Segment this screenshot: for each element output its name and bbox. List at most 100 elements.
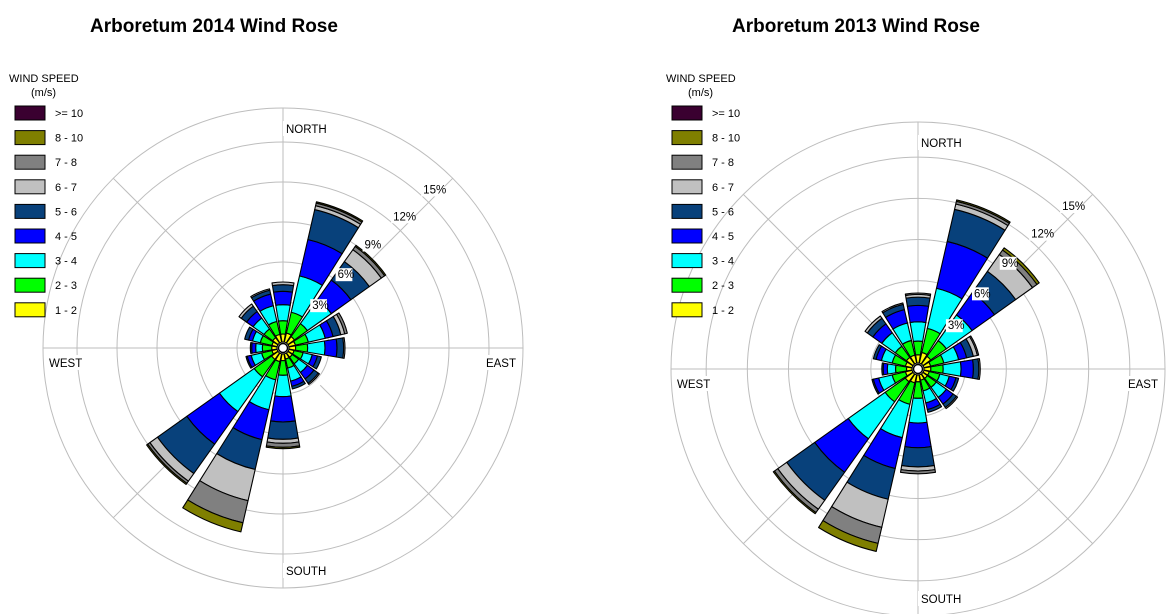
sector-bar-ese-4 <box>950 377 960 392</box>
sector-bar-wsw-4 <box>245 355 253 369</box>
direction-label-north: NORTH <box>921 138 962 150</box>
sector-bar-n-4 <box>905 296 931 307</box>
legend-label: 7 - 8 <box>55 157 77 169</box>
legend-label: 2 - 3 <box>55 280 77 292</box>
sector-bar-wnw-4 <box>872 344 883 360</box>
legend-swatch <box>14 228 46 244</box>
legend-swatch <box>14 105 46 121</box>
legend-swatch <box>14 203 46 219</box>
direction-label-bg <box>918 135 961 150</box>
sector-bar-s-4 <box>267 420 299 440</box>
direction-label-bg <box>46 355 82 370</box>
legend-title: WIND SPEED <box>666 73 736 85</box>
ring-label: 9% <box>365 240 382 252</box>
sector-bar-n-6 <box>904 292 932 296</box>
sectors <box>772 199 1040 552</box>
legend-swatch <box>14 154 46 170</box>
sector-bar-nne-7 <box>955 199 1011 224</box>
legend-label: 3 - 4 <box>712 256 734 268</box>
sector-bar-e-5 <box>342 337 346 359</box>
sector-bar-n-3 <box>273 290 293 306</box>
legend-swatch <box>671 154 703 170</box>
legend-title: WIND SPEED <box>9 73 79 85</box>
direction-label-north: NORTH <box>286 124 327 136</box>
legend-swatch <box>671 130 703 146</box>
sector-bar-wsw-4 <box>871 378 880 395</box>
sector-bar-e-2 <box>942 361 962 377</box>
ring-label-bg <box>391 210 415 224</box>
ring-label-bg <box>945 319 963 333</box>
legend-swatch <box>671 203 703 219</box>
legend-swatch <box>671 277 703 293</box>
sector-bar-w-4 <box>881 362 885 376</box>
sector-bar-e-2 <box>306 340 326 356</box>
ring-label-bg <box>335 268 353 282</box>
sector-bar-ese-4 <box>312 355 322 370</box>
legend-label: >= 10 <box>55 108 83 120</box>
sector-bar-s-6 <box>899 469 937 475</box>
legend-swatch <box>671 302 703 318</box>
sector-bar-se-5 <box>944 395 959 410</box>
legend-label: 6 - 7 <box>712 182 734 194</box>
sector-bar-se-5 <box>307 372 320 385</box>
direction-label-south: SOUTH <box>921 594 961 606</box>
direction-label-bg <box>483 355 519 370</box>
sector-bar-n-4 <box>271 284 295 293</box>
sector-bar-s-7 <box>265 445 301 450</box>
center-hub <box>912 363 924 375</box>
ring-label: 9% <box>1002 258 1019 270</box>
ring-label: 15% <box>1062 201 1085 213</box>
legend-swatch <box>14 302 46 318</box>
direction-label-bg <box>1125 376 1161 391</box>
sector-bar-s-2 <box>274 374 292 398</box>
legend-swatch <box>671 228 703 244</box>
direction-label-bg <box>283 563 326 578</box>
chart-title: Arboretum 2013 Wind Rose <box>732 16 980 37</box>
legend-unit: (m/s) <box>31 87 56 99</box>
sector-bar-nnw-5 <box>881 302 904 314</box>
grid-diagonal <box>319 384 454 519</box>
ring-label: 6% <box>338 269 355 281</box>
legend-label: >= 10 <box>712 108 740 120</box>
sector-bar-ssw-7 <box>182 499 244 533</box>
sector-bar-nne-7 <box>315 201 364 223</box>
sector-bar-ene-6 <box>969 335 980 356</box>
legend-label: 5 - 6 <box>712 206 734 218</box>
sectors <box>146 201 387 533</box>
sector-bar-e-4 <box>335 337 345 359</box>
ring-label-bg <box>971 287 989 301</box>
grid-diagonal <box>742 193 881 332</box>
ring-label: 12% <box>1031 229 1054 241</box>
legend-label: 1 - 2 <box>55 305 77 317</box>
sector-bar-sw-7 <box>146 443 188 485</box>
ring-label-bg <box>999 256 1017 270</box>
ring-label-bg <box>362 238 380 252</box>
direction-label-bg <box>918 591 961 606</box>
legend-label: 3 - 4 <box>55 256 77 268</box>
direction-label-bg <box>674 376 710 391</box>
wind-rose-panel-2014: Arboretum 2014 Wind Rose 3% 6% 9% 12% 15% NOR… <box>9 16 524 589</box>
sector-bar-n-2 <box>275 304 291 322</box>
legend-swatch <box>671 105 703 121</box>
sector-bar-ne-7 <box>354 244 387 277</box>
sector-bar-e-5 <box>977 358 981 380</box>
legend-swatch <box>14 277 46 293</box>
legend: WIND SPEED (m/s) >= 10 8 - 10 7 - 8 6 - 7 5 - … <box>666 73 740 318</box>
legend-swatch <box>671 253 703 269</box>
wind-rose-2014: 3% 6% 9% 12% 15% NORTH EAST SOUTH WEST WIND SPEED… <box>9 73 524 589</box>
sector-bar-s-3 <box>904 421 932 449</box>
wind-rose-panel-2013: Arboretum 2013 Wind Rose 3% 6% 9% 12% 15% NOR… <box>584 0 1167 614</box>
sector-bar-e-3 <box>959 359 974 379</box>
sector-bar-w-4 <box>249 342 253 354</box>
sector-bar-s-4 <box>901 446 935 468</box>
legend-swatch <box>14 253 46 269</box>
direction-label-west: WEST <box>677 379 710 391</box>
legend-unit: (m/s) <box>688 87 713 99</box>
wind-rose-2013: 3% 6% 9% 12% 15% NORTH EAST SOUTH WEST WIND SPEED… <box>666 73 1166 614</box>
legend-label: 7 - 8 <box>712 157 734 169</box>
direction-label-bg <box>283 121 326 136</box>
sector-bar-nnw-5 <box>250 288 271 299</box>
sector-bar-w-2 <box>886 363 897 375</box>
ring-label: 15% <box>423 184 446 196</box>
ring-label-bg <box>1060 200 1084 214</box>
